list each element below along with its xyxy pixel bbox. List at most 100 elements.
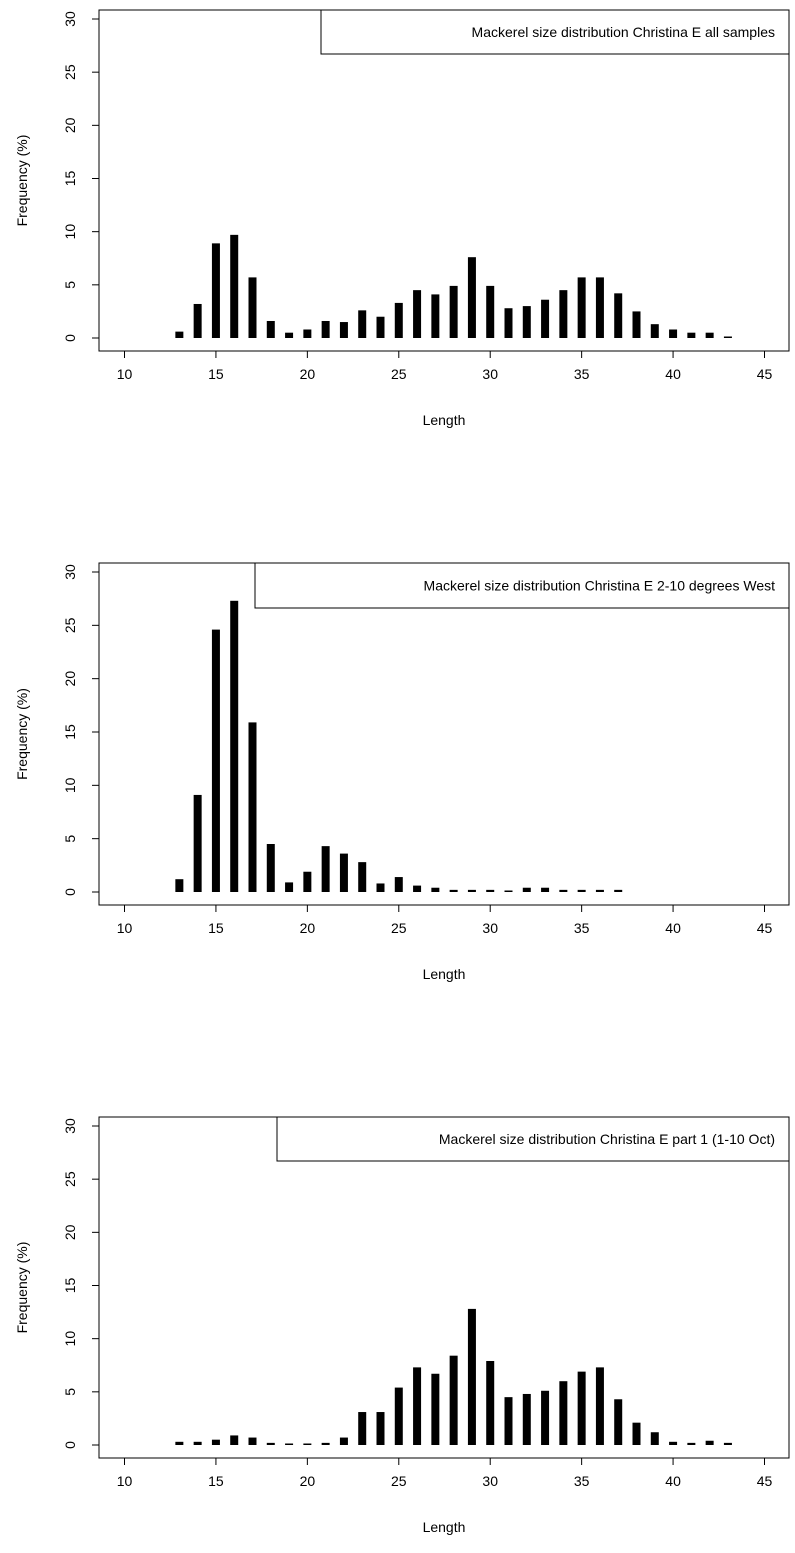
x-tick-label: 25 xyxy=(391,1473,407,1489)
legend-label: Mackerel size distribution Christina E p… xyxy=(439,1131,775,1147)
bar-16 xyxy=(230,1435,239,1445)
bar-41 xyxy=(687,332,696,338)
bar-35 xyxy=(577,277,586,338)
chart-panel-3: 0 5 10 15 20 25 30 10 15 20 25 30 35 40 45 Length Freque… xyxy=(14,1116,790,1535)
bar-20 xyxy=(303,871,312,892)
bar-13 xyxy=(175,331,184,338)
bar-34 xyxy=(559,290,568,338)
y-tick-label: 20 xyxy=(62,117,78,133)
x-tick-label: 25 xyxy=(391,366,407,382)
x-tick-label: 45 xyxy=(757,1473,773,1489)
y-tick-label: 25 xyxy=(62,64,78,80)
bar-34 xyxy=(559,1381,568,1445)
bar-26 xyxy=(413,885,422,892)
x-axis-title: Length xyxy=(423,1519,466,1535)
bar-23 xyxy=(358,1412,367,1445)
y-tick-label: 15 xyxy=(62,1278,78,1294)
bar-26 xyxy=(413,1367,422,1445)
bar-42 xyxy=(705,332,714,338)
bar-22 xyxy=(339,853,348,892)
bar-28 xyxy=(449,285,458,338)
bar-37 xyxy=(614,889,623,892)
bar-19 xyxy=(285,1443,294,1445)
x-axis-title: Length xyxy=(423,966,466,982)
x-tick-label: 40 xyxy=(665,920,681,936)
chart-panel-2: 0 5 10 15 20 25 30 10 15 20 25 30 35 40 45 Length Freque… xyxy=(14,562,790,982)
bar-26 xyxy=(413,290,422,338)
bar-29 xyxy=(467,257,476,338)
y-tick-label: 0 xyxy=(62,1441,78,1449)
x-tick-label: 15 xyxy=(208,1473,224,1489)
bar-36 xyxy=(595,889,604,892)
legend-box xyxy=(276,1116,790,1162)
bar-21 xyxy=(321,320,330,338)
bar-19 xyxy=(285,332,294,338)
y-tick-label: 10 xyxy=(62,1331,78,1347)
bar-40 xyxy=(669,329,678,338)
x-tick-label: 15 xyxy=(208,366,224,382)
bar-39 xyxy=(650,1432,659,1445)
bar-43 xyxy=(723,1442,732,1445)
bar-28 xyxy=(449,1355,458,1445)
y-tick-label: 15 xyxy=(62,171,78,187)
y-axis-title: Frequency (%) xyxy=(14,688,30,780)
bar-25 xyxy=(394,302,403,338)
bar-16 xyxy=(230,600,239,892)
bar-15 xyxy=(211,243,220,338)
bar-21 xyxy=(321,1442,330,1445)
bar-32 xyxy=(522,1393,531,1445)
x-tick-label: 20 xyxy=(300,920,316,936)
y-axis-title: Frequency (%) xyxy=(14,135,30,227)
bar-13 xyxy=(175,879,184,892)
bar-38 xyxy=(632,311,641,338)
legend-label: Mackerel size distribution Christina E 2… xyxy=(424,578,776,594)
plot-frame xyxy=(98,562,790,906)
x-tick-label: 35 xyxy=(574,366,590,382)
bar-30 xyxy=(486,1360,495,1445)
x-tick-label: 20 xyxy=(300,366,316,382)
bar-32 xyxy=(522,306,531,338)
x-tick-label: 25 xyxy=(391,920,407,936)
x-tick-label: 15 xyxy=(208,920,224,936)
y-tick-label: 5 xyxy=(62,835,78,843)
bar-43 xyxy=(723,336,732,338)
bar-19 xyxy=(285,882,294,892)
bar-31 xyxy=(504,890,513,892)
bar-14 xyxy=(193,794,202,892)
x-tick-label: 45 xyxy=(757,920,773,936)
bar-22 xyxy=(339,322,348,338)
y-tick-label: 10 xyxy=(62,224,78,240)
y-axis-title: Frequency (%) xyxy=(14,1242,30,1334)
bar-13 xyxy=(175,1441,184,1445)
y-tick-label: 25 xyxy=(62,1171,78,1187)
bar-36 xyxy=(595,277,604,338)
y-tick-label: 20 xyxy=(62,1224,78,1240)
bar-27 xyxy=(431,887,440,892)
bar-37 xyxy=(614,1399,623,1445)
bar-27 xyxy=(431,294,440,338)
bar-33 xyxy=(541,887,550,892)
bar-23 xyxy=(358,862,367,892)
bar-35 xyxy=(577,1371,586,1445)
x-tick-label: 35 xyxy=(574,1473,590,1489)
bar-40 xyxy=(669,1441,678,1445)
x-tick-label: 45 xyxy=(757,366,773,382)
y-tick-label: 15 xyxy=(62,724,78,740)
y-tick-label: 5 xyxy=(62,1388,78,1396)
bar-20 xyxy=(303,1443,312,1445)
bar-27 xyxy=(431,1373,440,1445)
plot-frame xyxy=(98,9,790,352)
bar-37 xyxy=(614,293,623,338)
bar-33 xyxy=(541,299,550,338)
x-tick-label: 10 xyxy=(117,366,133,382)
y-tick-label: 20 xyxy=(62,671,78,687)
bar-20 xyxy=(303,329,312,338)
x-tick-label: 35 xyxy=(574,920,590,936)
x-tick-label: 40 xyxy=(665,366,681,382)
y-tick-label: 30 xyxy=(62,1118,78,1134)
y-tick-label: 0 xyxy=(62,334,78,342)
y-tick-label: 10 xyxy=(62,777,78,793)
bar-30 xyxy=(486,285,495,338)
bar-38 xyxy=(632,1422,641,1445)
x-tick-label: 30 xyxy=(482,920,498,936)
